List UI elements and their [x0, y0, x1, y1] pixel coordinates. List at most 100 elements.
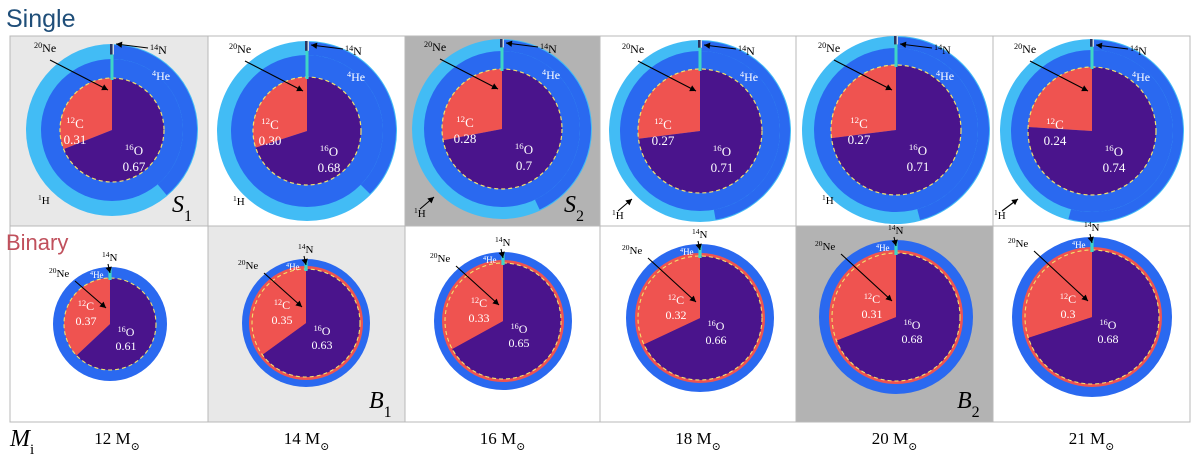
h1-label: 1H [822, 193, 834, 208]
binary-row-title: Binary [6, 230, 68, 255]
neon-strip [110, 44, 113, 55]
he4-label: 4He [483, 255, 497, 265]
neon-strip [1090, 39, 1093, 47]
c12-value: 0.27 [848, 132, 871, 147]
n14-arrow [891, 236, 898, 247]
c12-value: 0.30 [259, 133, 282, 148]
ne20-label: 20Ne [1014, 42, 1036, 57]
he4-label: 4He [936, 69, 954, 84]
n14-arrow [1087, 233, 1094, 244]
n14-label: 14N [495, 235, 510, 250]
oxygen-sector [452, 263, 562, 380]
n14-label: 14N [1130, 44, 1147, 59]
c12-value: 0.33 [469, 311, 490, 325]
oxygen-sector [1028, 250, 1159, 385]
mass-label-20: 20 M⊙ [872, 429, 918, 453]
h1-label: 1H [414, 206, 426, 221]
outer-strip [307, 41, 309, 51]
case-marker: B1 [369, 388, 392, 421]
nitrogen-strip [501, 252, 505, 265]
o16-label: 16O [1105, 143, 1123, 159]
o16-label: 16O [511, 322, 528, 337]
n14-arrow [505, 40, 539, 48]
core-boundary [637, 255, 763, 381]
carbon-sector [1028, 67, 1092, 131]
c12-label: 12C [261, 116, 279, 132]
nitrogen-strip [1090, 39, 1094, 69]
o16-label: 16O [314, 324, 331, 339]
ne20-arrow [1033, 250, 1089, 302]
oxygen-sector [643, 256, 762, 380]
o16-value: 0.67 [123, 159, 146, 174]
ne20-label: 20Ne [818, 41, 840, 56]
o16-value: 0.63 [312, 338, 333, 352]
case-marker: S2 [564, 192, 584, 225]
ne20-arrow [1029, 60, 1089, 92]
helium-outer-wedge [700, 41, 790, 220]
n14-arrow [1095, 42, 1129, 50]
ne20-label: 20Ne [229, 42, 251, 57]
c12-label: 12C [456, 114, 474, 130]
c12-label: 12C [471, 296, 487, 311]
n14-arrow [115, 41, 149, 49]
o16-label: 16O [125, 142, 143, 158]
outer-strip [502, 39, 504, 48]
he4-label: 4He [680, 247, 694, 257]
c12-label: 12C [654, 116, 672, 132]
ne20-arrow [244, 60, 304, 92]
c12-value: 0.32 [666, 308, 687, 322]
o16-label: 16O [515, 141, 533, 157]
h1-label: 1H [994, 208, 1006, 223]
c12-label: 12C [1046, 116, 1064, 132]
helium-outer-wedge [502, 40, 591, 210]
ne20-arrow [263, 272, 303, 308]
ne20-arrow [439, 58, 499, 90]
o16-label: 16O [118, 325, 135, 340]
c12-label: 12C [668, 293, 684, 308]
carbon-sector [59, 78, 112, 150]
o16-label: 16O [713, 143, 731, 159]
he4-label: 4He [286, 262, 300, 272]
nitrogen-strip [500, 39, 504, 71]
n14-label: 14N [298, 242, 313, 257]
n14-arrow [695, 240, 702, 251]
c12-value: 0.31 [64, 132, 87, 147]
o16-label: 16O [708, 319, 725, 334]
n14-arrow [703, 42, 737, 50]
o16-label: 16O [1100, 318, 1117, 333]
n14-label: 14N [1084, 220, 1099, 235]
n14-label: 14N [345, 44, 362, 59]
c12-label: 12C [1060, 292, 1076, 307]
n14-arrow [105, 263, 112, 274]
ne20-label: 20Ne [430, 251, 450, 266]
carbon-sector [253, 77, 307, 148]
nitrogen-strip [698, 40, 702, 71]
outer-strip [700, 40, 702, 48]
outer-strip [896, 36, 898, 45]
ne20-arrow [647, 257, 697, 303]
ne20-arrow [74, 280, 107, 309]
he4-label: 4He [1132, 70, 1150, 85]
core-boundary [444, 262, 562, 380]
c12-value: 0.31 [862, 307, 883, 321]
carbon-sector [442, 69, 502, 141]
nitrogen-strip [894, 36, 898, 67]
n14-label: 14N [934, 43, 951, 58]
h1-arrow [617, 198, 633, 212]
case-marker: S1 [172, 192, 192, 225]
ne20-label: 20Ne [622, 243, 642, 258]
n14-label: 14N [540, 42, 557, 57]
n14-label: 14N [150, 43, 167, 58]
ne20-arrow [833, 59, 893, 91]
c12-label: 12C [78, 299, 94, 314]
c12-value: 0.24 [1044, 133, 1067, 148]
nitrogen-strip [1090, 237, 1094, 252]
ne20-label: 20Ne [1008, 236, 1028, 251]
o16-value: 0.74 [1103, 160, 1126, 175]
o16-value: 0.68 [902, 332, 923, 346]
c12-label: 12C [864, 292, 880, 307]
